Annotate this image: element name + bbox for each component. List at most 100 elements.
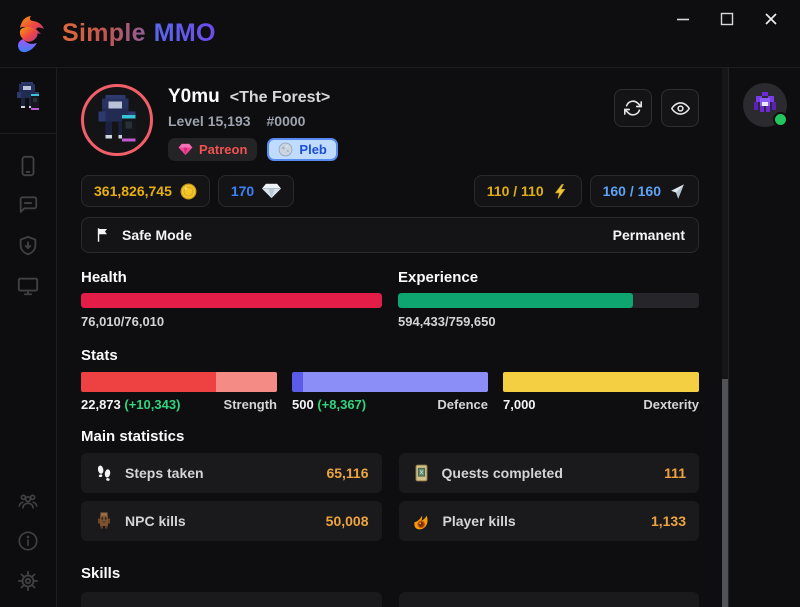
sidebar-bottom-nav [16,489,40,593]
eye-icon [670,101,690,115]
minimize-icon[interactable] [668,6,698,32]
gold-chip[interactable]: 361,826,745 [81,175,210,207]
titlebar: Simple MMO [0,0,800,68]
refresh-button[interactable] [614,89,652,127]
player-id: #0000 [266,113,306,129]
health-bar-fill [81,293,382,308]
dexterity-label: Dexterity [643,397,699,412]
skills-section: Skills [81,565,699,607]
scrollbar-track[interactable] [722,68,728,607]
experience-bar [398,293,699,308]
app-title: Simple MMO [62,19,216,48]
energy-chip[interactable]: 110 / 110 [473,175,582,207]
diamond-chip[interactable]: 170 [217,175,295,207]
experience-heading: Experience [398,269,479,286]
player-level: Level 15,193 [168,113,251,129]
patreon-badge-label: Patreon [199,142,248,157]
phone-icon[interactable] [16,154,40,178]
quest-points-chip[interactable]: 160 / 160 [589,175,699,207]
currency-row: 361,826,745 170 [81,175,699,207]
scrollbar-thumb[interactable] [722,379,728,607]
defence-bonus-value: (+8,367) [317,397,367,412]
dexterity-bar-base [503,372,699,392]
app-body: Y0mu <The Forest> Level 15,193 #0000 [0,68,800,607]
experience-bar-fill [398,293,634,308]
shield-download-icon[interactable] [16,234,40,258]
experience-block: Experience 594,433/759,650 [398,269,699,329]
window-controls [668,6,786,32]
quests-completed-value: 111 [664,465,686,481]
npc-monster-icon [98,512,110,529]
health-heading: Health [81,269,127,286]
diamond-amount: 170 [230,183,255,199]
patreon-gem-icon [178,143,193,156]
app-title-simple: Simple [62,19,146,47]
player-kills-label: Player kills [442,513,516,529]
defence-bar [292,372,488,392]
npc-kills-value: 50,008 [325,513,369,529]
online-status-dot [772,112,788,127]
quest-point-icon [671,183,684,199]
pleb-moon-icon [279,142,293,157]
steps-taken-card: Steps taken 65,116 [81,453,382,493]
defence-label: Defence [437,397,488,412]
player-kills-value: 1,133 [650,513,686,529]
sidebar-item-profile[interactable] [0,68,56,134]
profile-header: Y0mu <The Forest> Level 15,193 #0000 [81,84,699,161]
strength-bar [81,372,277,392]
profile-actions [614,84,699,127]
gold-amount: 361,826,745 [94,183,172,199]
community-icon[interactable] [16,489,40,513]
flag-icon [97,228,108,242]
gold-coin-icon [180,183,197,199]
npc-kills-card: NPC kills 50,008 [81,501,382,541]
stats-section: Stats 22,873 (+10,343) Strength [81,347,699,412]
safe-mode-status: Permanent [612,227,685,243]
strength-label: Strength [223,397,277,412]
strength-value: 22,873 [81,397,121,412]
defence-stat: 500 (+8,367) Defence [292,372,488,412]
desktop-icon[interactable] [16,274,40,298]
dexterity-value: 7,000 [503,397,536,412]
health-block: Health 76,010/76,010 [81,269,382,329]
close-icon[interactable] [756,6,786,32]
diamond-icon [262,183,282,199]
strength-bar-base [81,372,217,392]
stats-heading: Stats [81,347,118,364]
sidebar-nav [16,154,40,298]
safe-mode-banner[interactable]: Safe Mode Permanent [81,217,699,253]
health-bar [81,293,382,308]
settings-icon[interactable] [16,569,40,593]
skills-heading: Skills [81,565,121,582]
player-sprite-icon [15,82,41,117]
pleb-badge[interactable]: Pleb [267,138,338,161]
refresh-icon [624,100,642,116]
friend-sprite-icon [753,92,776,112]
energy-amount: 110 / 110 [486,183,544,199]
player-name: Y0mu [168,86,220,107]
info-icon[interactable] [16,529,40,553]
main-statistics-section: Main statistics Steps taken 65,116 [81,428,699,541]
quest-points-amount: 160 / 160 [602,183,661,199]
player-kills-card: Player kills 1,133 [398,501,699,541]
dragon-logo-icon [10,13,50,55]
chat-icon[interactable] [16,194,40,218]
defence-value: 500 [292,397,314,412]
dexterity-bar [503,372,699,392]
friend-avatar[interactable] [742,83,788,127]
npc-kills-label: NPC kills [125,513,186,529]
skill-card-stub [398,592,699,607]
maximize-icon[interactable] [712,6,742,32]
player-avatar[interactable] [81,84,153,156]
strength-stat: 22,873 (+10,343) Strength [81,372,277,412]
player-guild-tag[interactable]: <The Forest> [229,89,331,106]
patreon-badge[interactable]: Patreon [168,138,258,161]
friends-panel [728,68,800,607]
footsteps-icon [97,465,111,481]
eye-button[interactable] [661,89,699,127]
quest-scroll-icon [414,464,428,482]
steps-taken-value: 65,116 [326,465,369,481]
quests-completed-label: Quests completed [441,465,563,481]
skill-card-stub [81,592,382,607]
